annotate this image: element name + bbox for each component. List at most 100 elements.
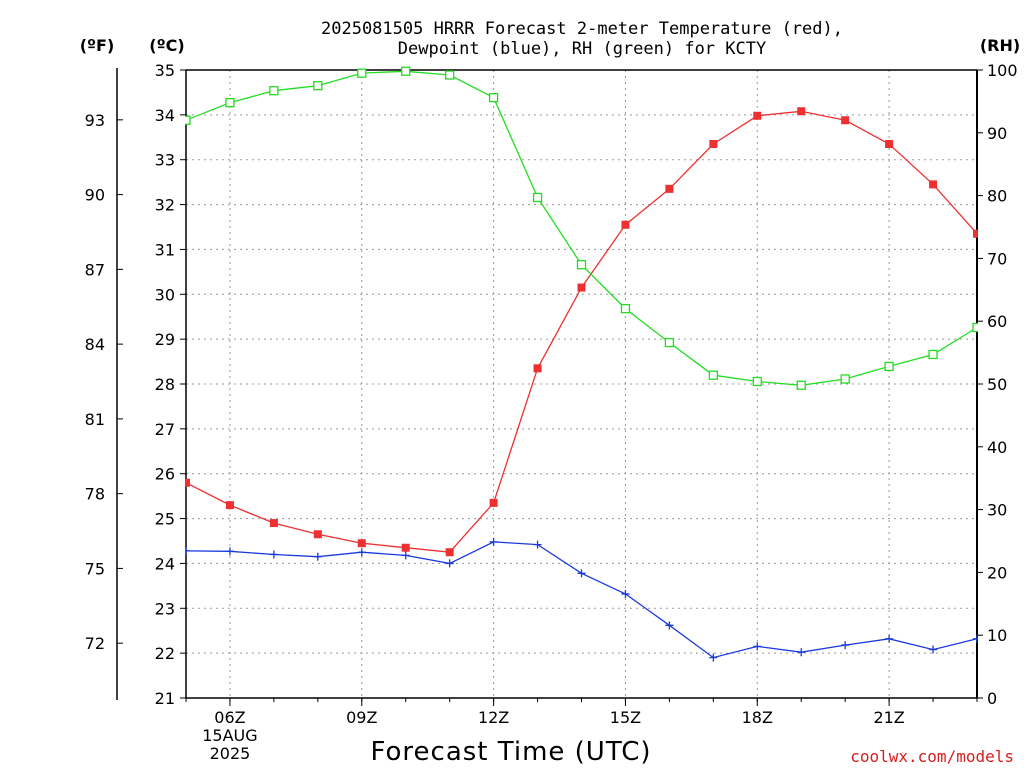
dewpoint-point <box>841 641 850 650</box>
x-tick-label: 12Z <box>478 708 509 727</box>
rh-point <box>269 86 279 96</box>
dewpoint-point <box>929 645 938 654</box>
rh-point <box>488 92 499 103</box>
celsius-tick-label: 33 <box>155 151 175 170</box>
celsius-tick-label: 34 <box>155 106 175 125</box>
temperature-point <box>577 283 586 292</box>
rh-tick-label: 80 <box>987 187 1007 206</box>
rh-point <box>928 349 938 360</box>
celsius-tick-label: 25 <box>155 510 175 529</box>
x-tick-label: 09Z <box>346 708 377 727</box>
fahrenheit-tick-label: 93 <box>85 111 105 130</box>
rh-tick-label: 20 <box>987 563 1007 582</box>
celsius-tick-label: 32 <box>155 196 175 215</box>
fahrenheit-tick-label: 81 <box>85 410 105 429</box>
dewpoint-point <box>973 634 978 643</box>
x-tick-label: 15Z <box>610 708 641 727</box>
rh-point <box>708 370 718 380</box>
celsius-tick-label: 22 <box>155 644 175 663</box>
dewpoint-point <box>665 621 674 630</box>
dewpoint-point <box>225 547 234 556</box>
temperature-line <box>185 110 978 553</box>
dewpoint-point <box>489 537 498 546</box>
celsius-tick-label: 27 <box>155 420 175 439</box>
dewpoint-point <box>357 548 366 557</box>
rh-tick-label: 100 <box>987 61 1018 80</box>
temperature-point <box>445 548 454 557</box>
temperature-point <box>665 184 674 193</box>
series-rh <box>185 66 978 390</box>
chart-axes: 21 22 23 24 25 26 27 28 29 30 31 32 33 34 35 72 75 78 81 84… <box>85 61 1018 763</box>
temperature-point <box>225 501 234 510</box>
rh-point <box>445 70 455 80</box>
rh-tick-label: 70 <box>987 249 1007 268</box>
temperature-point <box>929 180 938 189</box>
temperature-point <box>841 116 850 125</box>
fahrenheit-tick-label: 75 <box>85 559 105 578</box>
celsius-unit-label: (ºC) <box>149 36 184 55</box>
rh-point <box>185 115 191 125</box>
fahrenheit-tick-label: 78 <box>85 485 105 504</box>
rh-point <box>225 98 235 108</box>
temperature-point <box>489 498 498 507</box>
dewpoint-point <box>577 569 586 578</box>
dewpoint-point <box>401 551 410 560</box>
temperature-point <box>313 530 322 539</box>
rh-point <box>884 361 894 372</box>
temperature-point <box>753 111 762 120</box>
rh-point <box>576 260 587 270</box>
temperature-point <box>185 478 190 487</box>
rh-point <box>664 337 675 348</box>
series-temperature <box>185 107 978 557</box>
fahrenheit-tick-label: 90 <box>85 186 105 205</box>
dewpoint-point <box>885 634 894 643</box>
rh-point <box>840 374 850 384</box>
dewpoint-point <box>753 642 762 651</box>
dewpoint-point <box>797 648 806 657</box>
celsius-tick-label: 29 <box>155 330 175 349</box>
x-axis-label: Forecast Time (UTC) <box>370 737 651 767</box>
dewpoint-line <box>185 541 978 659</box>
celsius-tick-label: 26 <box>155 465 175 484</box>
x-date-label: 15AUG <box>202 726 257 745</box>
celsius-tick-label: 23 <box>155 599 175 618</box>
x-tick-label: 21Z <box>873 708 904 727</box>
fahrenheit-tick-label: 87 <box>85 260 105 279</box>
rh-unit-label: (RH) <box>980 36 1020 55</box>
temperature-point <box>533 364 542 373</box>
temperature-point <box>973 229 978 238</box>
rh-point <box>357 68 367 78</box>
celsius-tick-label: 31 <box>155 240 175 259</box>
x-tick-label: 18Z <box>742 708 773 727</box>
celsius-tick-label: 35 <box>155 61 175 80</box>
rh-point <box>620 303 631 314</box>
dewpoint-point <box>533 540 542 549</box>
grid-lines <box>186 69 977 699</box>
temperature-point <box>797 107 806 116</box>
celsius-tick-label: 28 <box>155 375 175 394</box>
rh-point <box>532 192 543 203</box>
rh-tick-label: 90 <box>987 124 1007 143</box>
temperature-point <box>269 519 278 528</box>
temperature-point <box>357 539 366 548</box>
fahrenheit-tick-label: 72 <box>85 634 105 653</box>
rh-tick-label: 0 <box>987 689 997 708</box>
fahrenheit-tick-label: 84 <box>85 335 105 354</box>
dewpoint-point <box>621 589 630 598</box>
temperature-point <box>401 543 410 552</box>
rh-point <box>752 376 762 387</box>
temperature-point <box>709 140 718 149</box>
rh-tick-label: 50 <box>987 375 1007 394</box>
fahrenheit-unit-label: (ºF) <box>80 36 115 55</box>
rh-point <box>796 380 806 390</box>
celsius-tick-label: 21 <box>155 689 175 708</box>
chart-title-line2: Dewpoint (blue), RH (green) for KCTY <box>398 39 766 59</box>
rh-tick-label: 10 <box>987 626 1007 645</box>
dewpoint-point <box>445 559 454 568</box>
dewpoint-point <box>709 653 718 662</box>
series-dewpoint <box>185 537 978 662</box>
x-tick-label: 06Z <box>214 708 245 727</box>
rh-point <box>401 66 411 76</box>
rh-tick-label: 60 <box>987 312 1007 331</box>
credit-watermark: coolwx.com/models <box>850 747 1014 766</box>
